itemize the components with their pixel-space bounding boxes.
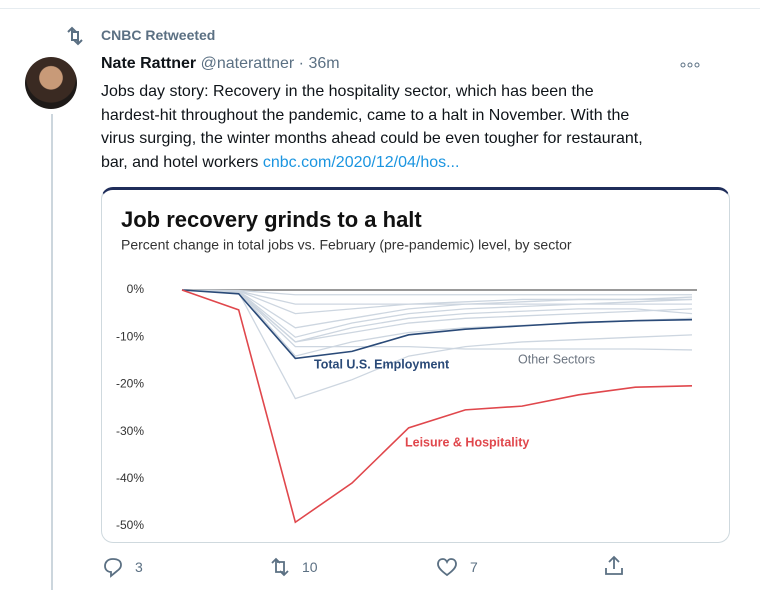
text-line: bar, and hotel workers	[101, 153, 259, 171]
series-line	[181, 289, 693, 338]
y-tick-label: -50%	[116, 518, 144, 532]
like-icon[interactable]	[436, 556, 458, 578]
series-label: Leisure & Hospitality	[405, 435, 529, 449]
more-icon[interactable]	[680, 60, 700, 70]
y-tick-label: -40%	[116, 471, 144, 485]
reply-count: 3	[135, 559, 143, 575]
retweet-count: 10	[302, 559, 318, 575]
y-tick-label: -30%	[116, 424, 144, 438]
retweet-label: CNBC Retweeted	[101, 27, 216, 43]
text-line: virus surging, the winter months ahead c…	[101, 130, 643, 148]
series-line	[181, 289, 693, 360]
series-line	[181, 289, 693, 400]
share-icon[interactable]	[603, 554, 625, 576]
chart: Job recovery grinds to a halt Percent ch…	[116, 207, 697, 532]
text-line: Jobs day story: Recovery in the hospital…	[101, 83, 594, 100]
thread-line	[51, 114, 53, 590]
text-line: hardest-hit throughout the pandemic, cam…	[101, 106, 630, 124]
series-line	[181, 289, 692, 296]
retweet-icon	[67, 26, 83, 46]
avatar[interactable]	[25, 57, 77, 109]
y-tick-label: -10%	[116, 329, 144, 343]
chart-card[interactable]: Job recovery grinds to a halt Percent ch…	[101, 187, 730, 543]
y-tick-label: -20%	[116, 377, 144, 391]
like-count: 7	[470, 559, 478, 575]
author-name[interactable]: Nate Rattner	[101, 55, 197, 72]
annotation: Other Sectors	[518, 352, 595, 366]
divider	[0, 8, 760, 9]
link[interactable]: cnbc.com/2020/12/04/hos...	[262, 153, 460, 171]
series-line	[181, 289, 692, 315]
series-label: Total U.S. Employment	[314, 357, 450, 371]
series-line	[181, 289, 692, 305]
retweet-button[interactable]	[268, 556, 292, 578]
reply-icon[interactable]	[102, 556, 124, 578]
text-line: bar, and hotel workers cnbc.com/2020/12/…	[101, 151, 643, 175]
series-line	[181, 289, 693, 524]
chart-subtitle: Percent change in total jobs vs. Februar…	[121, 237, 572, 253]
chart-title: Job recovery grinds to a halt	[121, 207, 422, 232]
tweet-text: Jobs day story: Recovery in the hospital…	[101, 80, 643, 174]
y-tick-label: 0%	[127, 282, 145, 296]
series-line	[181, 289, 693, 343]
series-line	[181, 289, 693, 351]
author-meta: @naterattner · 36m	[200, 55, 340, 72]
